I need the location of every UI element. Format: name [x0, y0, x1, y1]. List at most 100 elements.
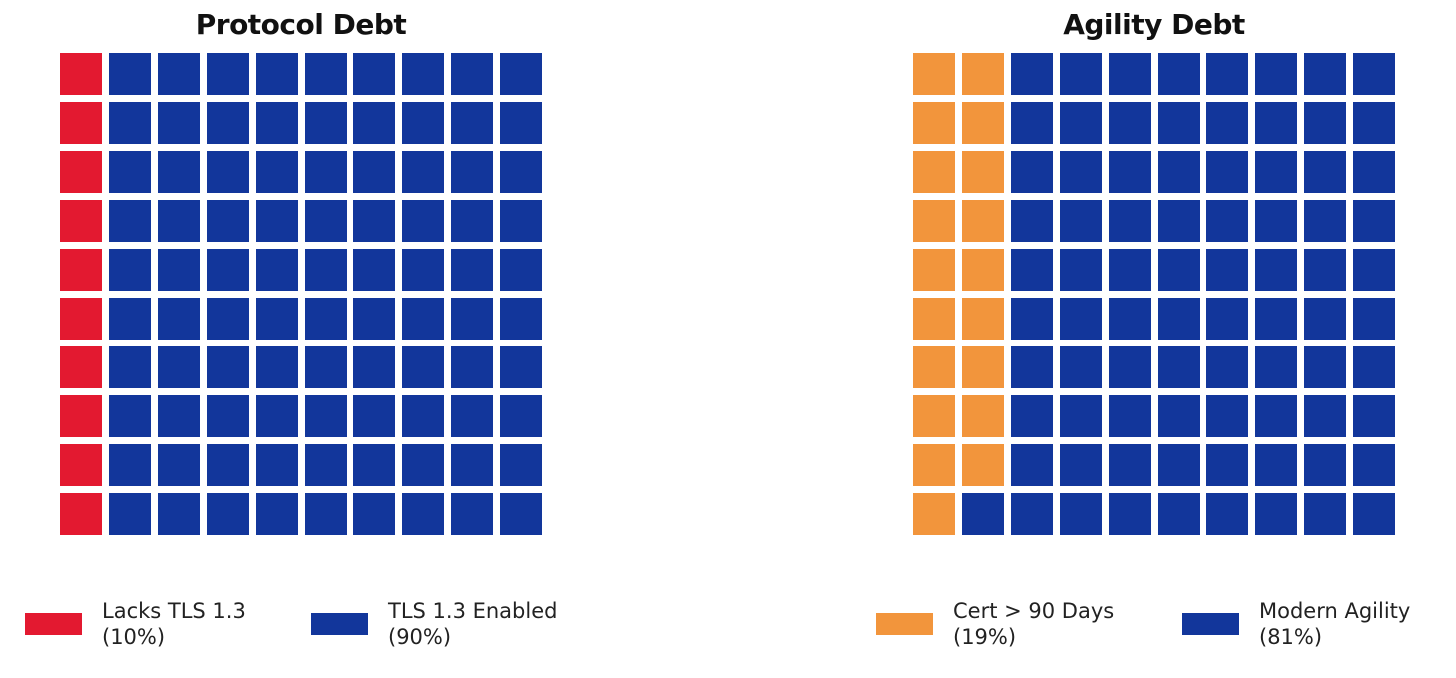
waffle-cell [1157, 248, 1200, 291]
waffle-cell [108, 248, 151, 291]
waffle-cell [1157, 297, 1200, 340]
chart-title-protocol-debt: Protocol Debt [195, 8, 407, 41]
legend-label: Modern Agility [1259, 599, 1411, 623]
waffle-cell [1059, 395, 1102, 438]
waffle-cell [1255, 101, 1298, 144]
waffle-cell [60, 493, 102, 536]
waffle-cell [1108, 395, 1151, 438]
waffle-cell [255, 444, 298, 487]
waffle-cell [304, 444, 347, 487]
waffle-cell [1157, 444, 1200, 487]
waffle-cell [1353, 493, 1396, 536]
waffle-cell [1108, 53, 1151, 95]
waffle-cell [353, 199, 396, 242]
waffle-cell [500, 444, 543, 487]
waffle-cell [961, 199, 1004, 242]
waffle-cell [913, 199, 955, 242]
waffle-cell [157, 150, 200, 193]
waffle-cell [451, 199, 494, 242]
waffle-cell [60, 199, 102, 242]
waffle-cell [961, 150, 1004, 193]
waffle-cell [60, 101, 102, 144]
waffle-cell [913, 101, 955, 144]
waffle-cell [402, 101, 445, 144]
waffle-cell [1059, 199, 1102, 242]
waffle-cell [1059, 297, 1102, 340]
waffle-cell [255, 395, 298, 438]
waffle-cell [1353, 444, 1396, 487]
waffle-cell [1304, 101, 1347, 144]
waffle-cell [1010, 297, 1053, 340]
waffle-cell [913, 53, 955, 95]
waffle-cell [500, 297, 543, 340]
waffle-cell [500, 199, 543, 242]
waffle-cell [60, 395, 102, 438]
waffle-cell [402, 493, 445, 536]
waffle-cell [1206, 346, 1249, 389]
waffle-cell [1059, 101, 1102, 144]
legend-label: Cert > 90 Days [953, 599, 1115, 623]
waffle-cell [1304, 150, 1347, 193]
waffle-cell [1108, 444, 1151, 487]
waffle-cell [60, 248, 102, 291]
waffle-cell [108, 395, 151, 438]
waffle-cell [913, 150, 955, 193]
waffle-cell [1255, 493, 1298, 536]
waffle-cell [60, 53, 102, 95]
waffle-cell [304, 248, 347, 291]
waffle-cell [402, 248, 445, 291]
waffle-cell [1255, 395, 1298, 438]
legend-percent: (10%) [102, 625, 166, 649]
waffle-cell [961, 297, 1004, 340]
waffle-cell [108, 493, 151, 536]
waffle-cell [304, 297, 347, 340]
waffle-cell [255, 346, 298, 389]
waffle-cell [1010, 53, 1053, 95]
waffle-cell [353, 101, 396, 144]
legend-swatch [311, 613, 368, 635]
waffle-cell [108, 199, 151, 242]
waffle-cell [961, 395, 1004, 438]
waffle-cell [451, 346, 494, 389]
waffle-cell [1108, 101, 1151, 144]
waffle-cell [961, 101, 1004, 144]
waffle-cell [108, 101, 151, 144]
legend-swatch [25, 613, 82, 635]
waffle-cell [157, 101, 200, 144]
waffle-cell [206, 248, 249, 291]
waffle-cell [1304, 53, 1347, 95]
waffle-cell [157, 199, 200, 242]
waffle-cell [255, 101, 298, 144]
waffle-cell [255, 297, 298, 340]
waffle-cell [1108, 150, 1151, 193]
waffle-cell [1059, 444, 1102, 487]
waffle-cell [1108, 346, 1151, 389]
waffle-cell [353, 150, 396, 193]
legend-swatch [1182, 613, 1239, 635]
waffle-cell [1010, 346, 1053, 389]
waffle-cell [206, 395, 249, 438]
waffle-cell [1108, 493, 1151, 536]
waffle-cell [353, 346, 396, 389]
legend-label: Lacks TLS 1.3 [102, 599, 246, 623]
waffle-cell [157, 346, 200, 389]
waffle-cell [353, 297, 396, 340]
waffle-cell [1059, 248, 1102, 291]
waffle-cell [60, 346, 102, 389]
waffle-cell [353, 248, 396, 291]
waffle-cell [60, 150, 102, 193]
waffle-cell [206, 346, 249, 389]
waffle-cell [1255, 444, 1298, 487]
waffle-cell [157, 395, 200, 438]
legend-swatch [876, 613, 933, 635]
waffle-cell [1206, 297, 1249, 340]
waffle-cell [913, 297, 955, 340]
waffle-cell [1206, 248, 1249, 291]
waffle-cell [1206, 101, 1249, 144]
waffle-cell [402, 346, 445, 389]
legend-percent: (81%) [1259, 625, 1323, 649]
waffle-cell [255, 53, 298, 95]
waffle-cell [206, 444, 249, 487]
waffle-cell [353, 444, 396, 487]
waffle-cell [1010, 150, 1053, 193]
